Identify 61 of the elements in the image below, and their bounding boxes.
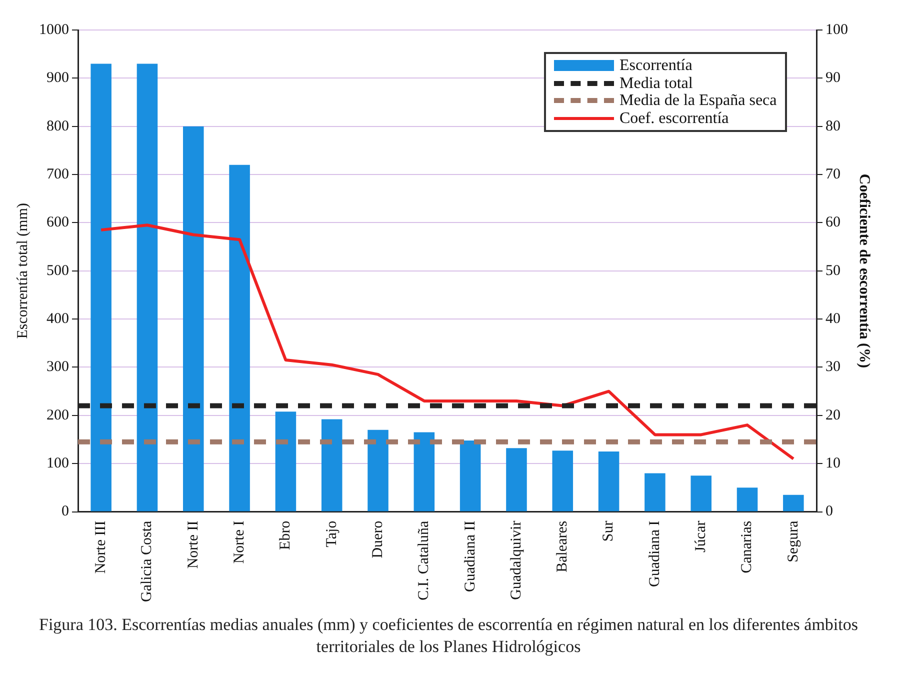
x-tick-label: Sur <box>600 520 617 542</box>
x-tick-label: Guadalquivir <box>508 520 524 600</box>
bar <box>690 476 712 512</box>
bar <box>368 430 388 512</box>
y2-tick-label: 30 <box>826 359 840 376</box>
y2-tick-label: 60 <box>826 214 840 231</box>
legend-label: Media de la España seca <box>620 92 777 110</box>
y-tick-label: 400 <box>46 311 69 327</box>
bar <box>229 164 250 512</box>
bar <box>736 488 758 512</box>
y2-axis-title: Coeficiente de escorrentía (%) <box>856 174 872 368</box>
y-tick-label: 600 <box>46 214 69 231</box>
bar <box>414 432 435 512</box>
y2-tick-label: 70 <box>826 166 840 182</box>
x-tick-label: Canarias <box>739 520 756 574</box>
x-tick-label: Guadiana I <box>646 520 663 587</box>
bar <box>90 64 112 512</box>
text: Figura 103. Escorrentías medias anuales (mm) y coeficientes de escorrentía en régimen natural en los diferentes ámbitos territoriales de los Planes Hidrológicos <box>38 614 859 658</box>
x-tick-label: Baleares <box>554 520 571 572</box>
bar <box>783 494 804 512</box>
y2-tick-label: 100 <box>826 22 848 38</box>
legend-label: Escorrentía <box>620 57 692 75</box>
y-tick-label: 900 <box>46 70 69 86</box>
bar <box>506 448 527 512</box>
x-tick-label: Norte II <box>185 520 202 569</box>
bar <box>598 452 620 512</box>
x-tick-label: Norte III <box>93 520 110 574</box>
bar <box>644 473 666 512</box>
x-tick-label: Júcar <box>693 520 710 552</box>
x-tick-label: Segura <box>785 520 802 562</box>
y2-tick-label: 0 <box>826 504 833 520</box>
y2-tick-label: 10 <box>826 456 840 472</box>
y2-tick-label: 20 <box>826 407 840 424</box>
x-tick-label: Ebro <box>278 520 294 550</box>
bar <box>136 64 158 512</box>
y-axis-title: Escorrentía total (mm) <box>14 202 31 339</box>
x-tick-label: Galicia Costa <box>139 520 156 602</box>
x-tick-label: Tajo <box>324 520 340 548</box>
bar <box>460 440 481 512</box>
bar <box>321 419 342 512</box>
y-tick-label: 500 <box>46 262 69 279</box>
legend-label: Coef. escorrentía <box>620 110 729 128</box>
bar <box>552 450 574 512</box>
bar <box>275 412 296 512</box>
y-tick-label: 100 <box>46 456 69 472</box>
x-tick-label: Norte I <box>231 520 248 564</box>
y2-tick-label: 90 <box>826 70 840 86</box>
y-tick-label: 1000 <box>39 22 69 38</box>
legend-label: Media total <box>620 74 693 92</box>
y2-tick-label: 50 <box>826 262 840 279</box>
y-tick-label: 700 <box>46 166 69 182</box>
y2-tick-label: 40 <box>826 311 840 327</box>
x-tick-label: Duero <box>370 520 386 558</box>
y-tick-label: 0 <box>62 504 69 520</box>
y-tick-label: 200 <box>46 407 69 424</box>
x-tick-label: C.I. Cataluña <box>416 520 432 600</box>
bar <box>183 126 204 512</box>
x-tick-label: Guadiana II <box>462 520 478 592</box>
y-tick-label: 800 <box>46 118 69 134</box>
y-tick-label: 300 <box>46 359 69 376</box>
y2-tick-label: 80 <box>826 118 840 134</box>
